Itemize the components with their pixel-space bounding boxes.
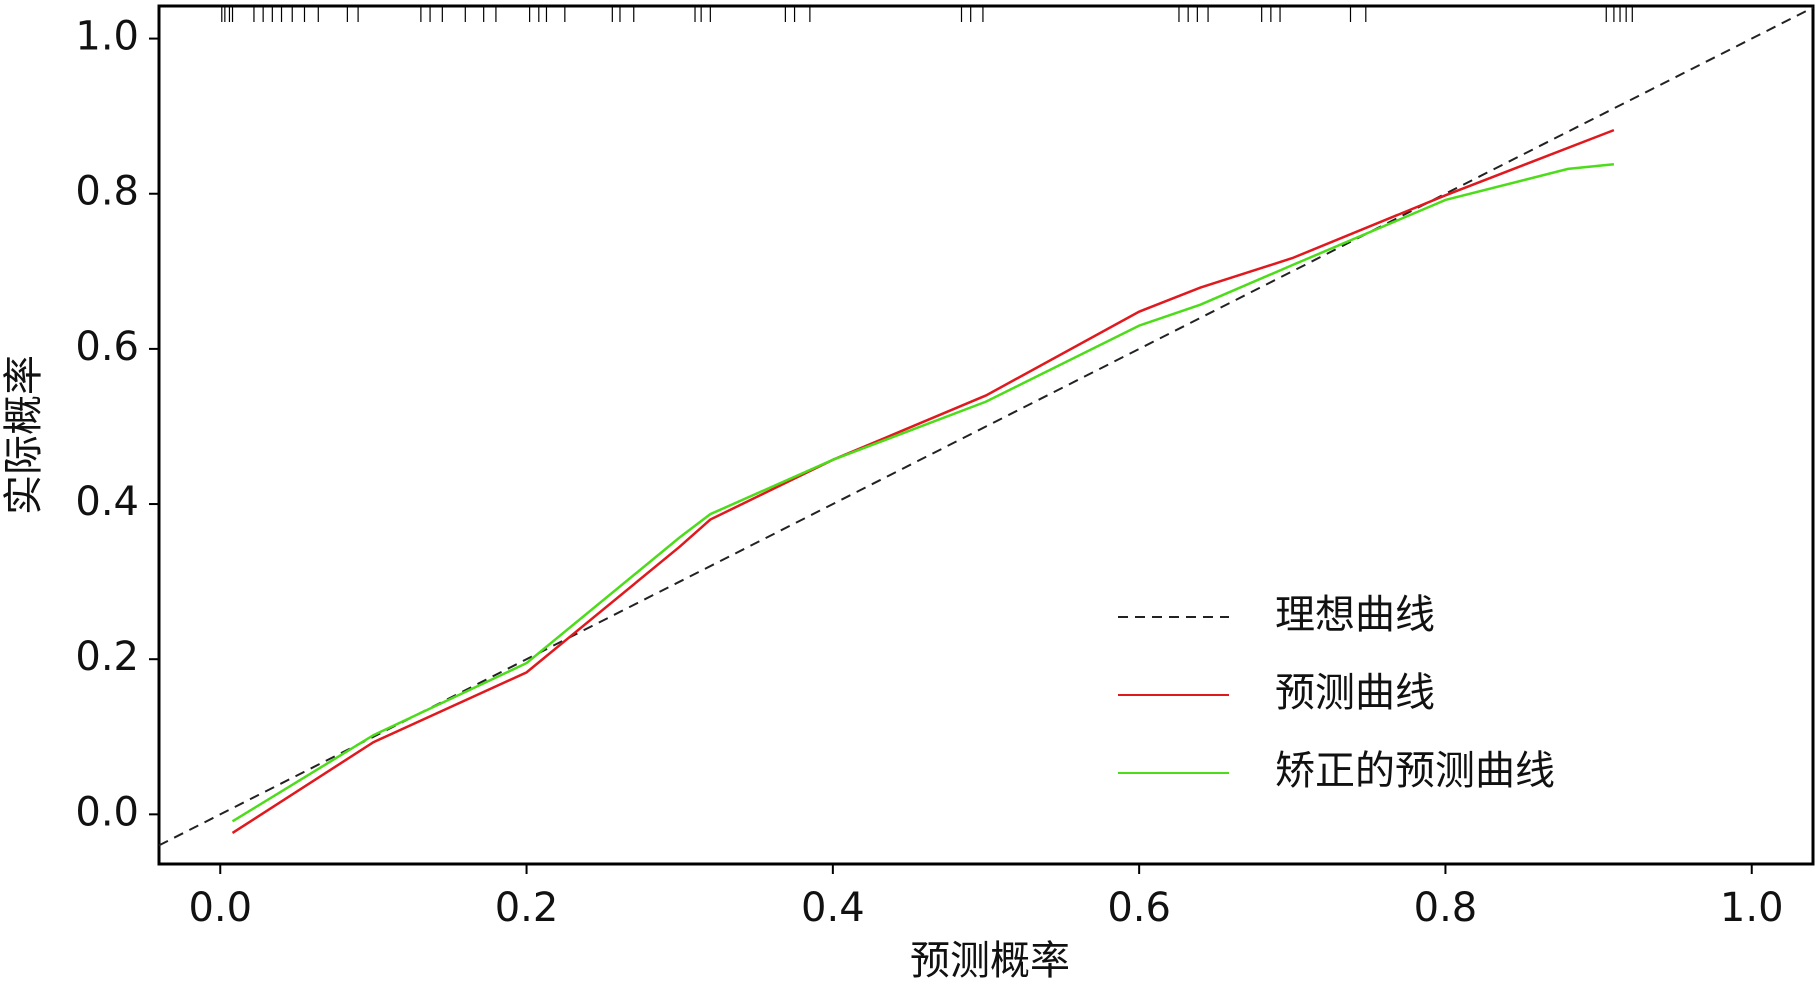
- y-tick-label: 0.2: [75, 634, 139, 680]
- y-tick-label: 0.4: [75, 479, 139, 525]
- legend-label: 理想曲线: [1275, 592, 1435, 638]
- plot-frame: [157, 4, 1815, 866]
- legend-label: 预测曲线: [1275, 670, 1435, 716]
- series-line: [231, 128, 1615, 835]
- y-tick-label: 0.0: [75, 789, 139, 835]
- x-tick-label: 0.0: [188, 885, 252, 931]
- y-tick-label: 0.6: [75, 324, 139, 370]
- x-tick-label: 0.6: [1107, 885, 1171, 931]
- x-tick-label: 0.8: [1414, 885, 1478, 931]
- y-tick-label: 1.0: [75, 14, 139, 60]
- x-axis-label: 预测概率: [910, 938, 1070, 984]
- x-tick-label: 0.4: [801, 885, 865, 931]
- x-tick-label: 0.2: [495, 885, 559, 931]
- x-tick-label: 1.0: [1720, 885, 1784, 931]
- legend-label: 矫正的预测曲线: [1275, 748, 1555, 794]
- y-tick-label: 0.8: [75, 169, 139, 215]
- y-axis-label: 实际概率: [1, 355, 47, 515]
- series-line: [231, 163, 1615, 823]
